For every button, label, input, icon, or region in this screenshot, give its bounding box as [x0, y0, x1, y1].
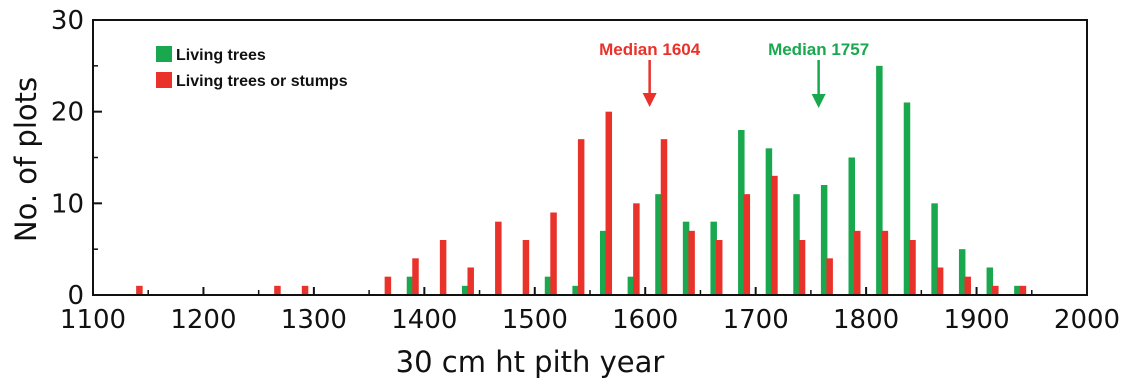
bar-living-trees-or-stumps-1767: [826, 258, 833, 295]
x-tick-label: 1900: [943, 305, 1009, 335]
median-arrow-head: [811, 94, 826, 108]
y-tick-label: 30: [51, 6, 84, 36]
bar-living-trees-or-stumps-1717: [771, 175, 778, 295]
bar-living-trees-or-stumps-1692: [743, 194, 751, 295]
bar-living-trees-or-stumps-1842: [909, 240, 916, 295]
x-tick-label: 1800: [833, 305, 899, 335]
median-label: Median 1757: [768, 40, 869, 59]
bar-living-trees-or-stumps-1142: [136, 285, 143, 295]
bar-living-trees-or-stumps-1792: [854, 230, 861, 295]
bar-living-trees-or-stumps-1917: [992, 285, 999, 295]
bar-living-trees-or-stumps-1817: [881, 230, 889, 295]
bar-living-trees-1887: [958, 249, 966, 295]
bar-living-trees-or-stumps-1292: [301, 285, 309, 295]
x-tick-label: 1400: [391, 305, 457, 335]
legend: Living trees Living trees or stumps: [156, 46, 348, 90]
x-tick-label: 1100: [60, 305, 126, 335]
bar-living-trees-1637: [682, 221, 690, 295]
median-label: Median 1604: [599, 40, 701, 59]
bar-living-trees-or-stumps-1442: [467, 267, 474, 295]
x-tick-label: 1600: [612, 305, 678, 335]
legend-label: Living trees or stumps: [176, 73, 348, 90]
bar-living-trees-1912: [986, 267, 994, 295]
bars-layer: [136, 65, 1027, 295]
bar-living-trees-1862: [931, 203, 938, 295]
bar-living-trees-1837: [903, 102, 911, 295]
bar-living-trees-or-stumps-1867: [936, 267, 944, 295]
x-tick-label: 1500: [502, 305, 568, 335]
bar-living-trees-or-stumps-1267: [274, 285, 281, 295]
bar-living-trees-or-stumps-1492: [522, 240, 530, 295]
x-tick-label: 1200: [170, 305, 236, 335]
bar-living-trees-or-stumps-1592: [633, 203, 640, 295]
bar-living-trees-or-stumps-1392: [412, 258, 419, 295]
bar-living-trees-1562: [600, 230, 607, 295]
bar-living-trees-or-stumps-1367: [384, 276, 392, 295]
bar-living-trees-or-stumps-1517: [550, 212, 557, 295]
y-tick-label: 10: [51, 189, 84, 219]
median-arrow-head: [642, 93, 657, 107]
bar-living-trees-1612: [655, 194, 662, 295]
bar-living-trees-or-stumps-1567: [605, 111, 613, 295]
bar-living-trees-1512: [544, 276, 552, 295]
bar-living-trees-1437: [461, 285, 469, 295]
bar-living-trees-or-stumps-1417: [439, 240, 447, 295]
ticks-layer: 1100 1200 1300 1400 1500 1600 1700 1800 1900 2000…: [51, 6, 1120, 335]
legend-swatch-living-trees-or-stumps: [156, 72, 172, 88]
x-tick-label: 1300: [281, 305, 347, 335]
bar-living-trees-1687: [738, 130, 745, 295]
bar-living-trees-1762: [820, 185, 828, 295]
bar-living-trees-1712: [765, 148, 773, 295]
y-tick-label: 20: [51, 98, 84, 128]
bar-living-trees-1587: [627, 276, 635, 295]
bar-living-trees-1812: [876, 65, 883, 295]
bar-living-trees-1787: [848, 157, 855, 295]
bar-living-trees-or-stumps-1892: [964, 276, 971, 295]
x-axis-title: 30 cm ht pith year: [396, 345, 665, 379]
bar-living-trees-1737: [793, 194, 800, 295]
bar-living-trees-1537: [572, 285, 579, 295]
x-tick-label: 1700: [723, 305, 789, 335]
bar-living-trees-1387: [406, 276, 414, 295]
y-tick-label: 0: [67, 281, 84, 311]
bar-living-trees-or-stumps-1467: [495, 221, 502, 295]
bar-living-trees-or-stumps-1742: [798, 240, 806, 295]
bar-living-trees-or-stumps-1617: [660, 139, 668, 295]
bar-living-trees-1937: [1014, 285, 1021, 295]
bar-living-trees-or-stumps-1942: [1019, 285, 1027, 295]
legend-swatch-living-trees: [156, 46, 172, 62]
bar-living-trees-or-stumps-1642: [688, 230, 695, 295]
bar-living-trees-1662: [710, 221, 717, 295]
legend-label: Living trees: [176, 47, 266, 64]
annotations-layer: Median 1604 Median 1757: [599, 40, 869, 108]
y-axis-title: No. of plots: [9, 77, 43, 242]
bar-living-trees-or-stumps-1542: [577, 139, 585, 295]
bar-living-trees-or-stumps-1667: [715, 240, 723, 295]
x-tick-label: 2000: [1054, 305, 1120, 335]
